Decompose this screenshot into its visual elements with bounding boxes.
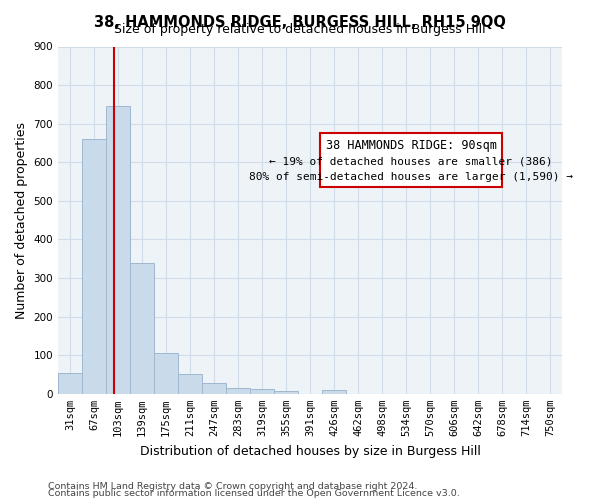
Text: 80% of semi-detached houses are larger (1,590) →: 80% of semi-detached houses are larger (… [249, 172, 573, 182]
Bar [322, 390, 346, 394]
Text: ← 19% of detached houses are smaller (386): ← 19% of detached houses are smaller (38… [269, 157, 553, 167]
Bar [154, 352, 178, 394]
Y-axis label: Number of detached properties: Number of detached properties [15, 122, 28, 318]
Bar [202, 384, 226, 394]
FancyBboxPatch shape [320, 134, 502, 187]
Bar [178, 374, 202, 394]
Text: 38 HAMMONDS RIDGE: 90sqm: 38 HAMMONDS RIDGE: 90sqm [326, 138, 497, 151]
Text: Contains public sector information licensed under the Open Government Licence v3: Contains public sector information licen… [48, 489, 460, 498]
Text: 38, HAMMONDS RIDGE, BURGESS HILL, RH15 9QQ: 38, HAMMONDS RIDGE, BURGESS HILL, RH15 9… [94, 15, 506, 30]
Bar [274, 390, 298, 394]
X-axis label: Distribution of detached houses by size in Burgess Hill: Distribution of detached houses by size … [140, 444, 481, 458]
Text: Contains HM Land Registry data © Crown copyright and database right 2024.: Contains HM Land Registry data © Crown c… [48, 482, 418, 491]
Bar [250, 389, 274, 394]
Bar [226, 388, 250, 394]
Bar [106, 106, 130, 394]
Text: Size of property relative to detached houses in Burgess Hill: Size of property relative to detached ho… [114, 22, 486, 36]
Bar [82, 139, 106, 394]
Bar [130, 264, 154, 394]
Bar [58, 372, 82, 394]
